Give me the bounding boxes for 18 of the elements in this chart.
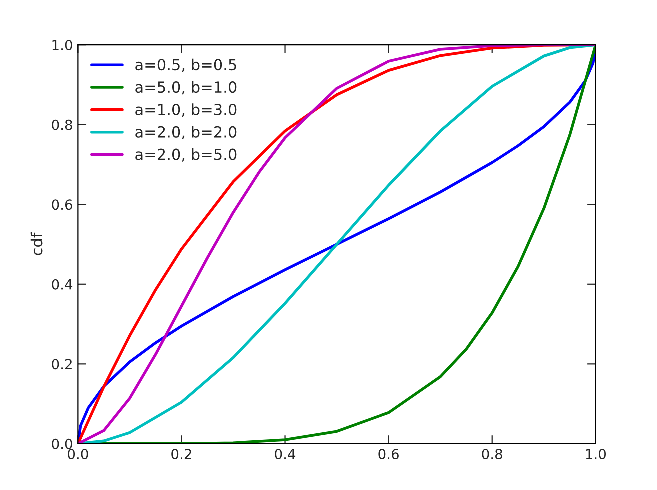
x-tick-label: 0.8 [482, 449, 502, 460]
x-tick-label: 0.4 [275, 449, 296, 460]
y-tick-label: 0.0 [52, 438, 72, 450]
y-tick-label: 1.0 [52, 40, 72, 51]
legend-label: a=5.0, b=1.0 [136, 81, 237, 95]
y-tick-label: 0.4 [52, 279, 73, 290]
legend-label: a=0.5, b=0.5 [136, 58, 236, 72]
x-tick-label: 0.0 [68, 449, 88, 460]
y-axis-title: cdf [30, 232, 43, 256]
legend-label: a=2.0, b=5.0 [136, 148, 237, 162]
legend-label: a=2.0, b=2.0 [136, 126, 237, 140]
x-tick-label: 1.0 [586, 449, 606, 460]
y-tick-label: 0.2 [52, 359, 72, 370]
x-tick-label: 0.6 [378, 449, 399, 460]
x-tick-label: 0.2 [172, 449, 192, 460]
legend-label: a=1.0, b=3.0 [136, 104, 237, 118]
y-tick-label: 0.8 [52, 120, 72, 130]
y-tick-label: 0.6 [52, 200, 72, 210]
